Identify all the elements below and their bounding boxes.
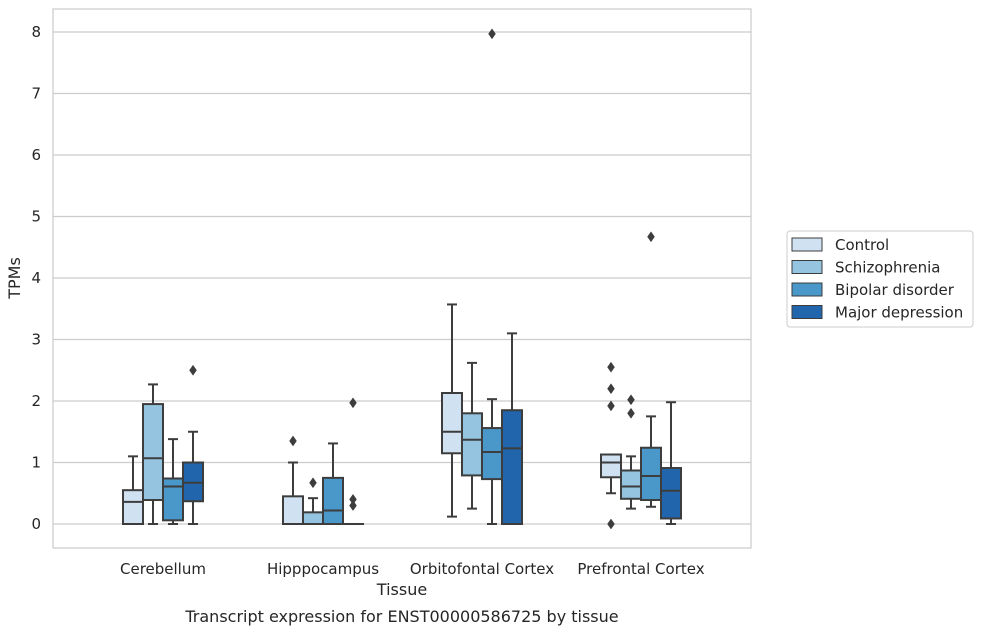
y-tick-label: 0 [31,515,41,533]
box-iqr [501,409,523,526]
outlier-point [607,361,615,373]
box-schizophrenia [142,383,164,525]
legend-swatch [791,237,823,252]
box-iqr [322,476,344,525]
box-major-depression [342,397,364,526]
box-series [122,28,682,530]
plot-frame [52,8,752,549]
outlier-point [647,231,655,243]
box-iqr [282,495,304,526]
legend-label: Control [835,236,889,254]
box-control [600,361,622,530]
y-tick-label: 5 [31,208,41,226]
box-iqr [441,392,463,455]
x-axis-label: Tissue [376,580,427,599]
legend-label: Bipolar disorder [835,281,955,299]
outlier-point [189,364,197,376]
figure-caption: Transcript expression for ENST0000058672… [184,607,618,626]
outlier-point [607,383,615,395]
outlier-point [607,518,615,530]
box-iqr [660,467,682,520]
y-tick-label: 3 [31,331,41,349]
outlier-point [627,407,635,419]
legend-swatch [791,305,823,319]
box-bipolar-disorder [481,28,503,525]
y-axis-label: TPMs [5,257,24,300]
outlier-point [349,493,357,505]
box-control [441,303,463,518]
box-major-depression [501,332,523,526]
outlier-point [627,394,635,406]
y-tick-label: 6 [31,146,41,164]
y-tick-label: 1 [31,454,41,472]
outlier-point [349,397,357,409]
box-control [122,455,144,525]
y-tick-label: 4 [31,269,41,287]
box-bipolar-disorder [640,231,662,508]
box-major-depression [182,364,204,525]
legend-swatch [791,260,823,274]
outlier-point [607,400,615,412]
box-iqr [600,453,622,479]
x-tick-labels: Cerebellum Hipppocampus Orbitofontal Corte… [120,560,705,578]
legend: Control Schizophrenia Bipolar disorder Majo… [786,230,974,328]
y-tick-labels: 0 1 2 3 4 5 6 7 8 [31,23,41,533]
box-iqr [461,412,483,477]
box-iqr [122,489,144,525]
x-tick-label: Prefrontal Cortex [577,560,704,578]
box-schizophrenia [620,394,642,510]
box-schizophrenia [461,361,483,510]
y-tick-label: 7 [31,85,41,103]
x-tick-label: Orbitofontal Cortex [410,560,554,578]
outlier-point [488,28,496,40]
y-tick-label: 8 [31,23,41,41]
box-control [282,435,304,526]
legend-swatch [791,282,823,297]
legend-label: Schizophrenia [835,259,940,277]
outlier-point [349,500,357,511]
box-iqr [162,477,184,522]
box-schizophrenia [302,477,324,526]
outlier-point [289,435,297,447]
y-tick-label: 2 [31,392,41,410]
box-bipolar-disorder [322,442,344,525]
box-iqr [481,427,503,481]
x-tick-label: Cerebellum [120,560,206,578]
box-major-depression [660,401,682,525]
outlier-point [309,477,317,489]
legend-frame [786,230,974,328]
grid-lines [53,31,751,525]
box-iqr [302,511,324,526]
box-iqr [640,446,662,502]
legend-label: Major depression [835,304,963,322]
box-iqr [142,403,164,502]
box-iqr [620,469,642,500]
box-bipolar-disorder [162,438,184,525]
x-tick-label: Hipppocampus [267,560,379,578]
